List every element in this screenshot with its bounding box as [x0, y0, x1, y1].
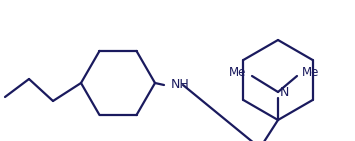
Text: Me: Me — [302, 66, 320, 79]
Text: Me: Me — [229, 66, 246, 79]
Text: NH: NH — [171, 79, 190, 92]
Text: N: N — [280, 85, 289, 99]
